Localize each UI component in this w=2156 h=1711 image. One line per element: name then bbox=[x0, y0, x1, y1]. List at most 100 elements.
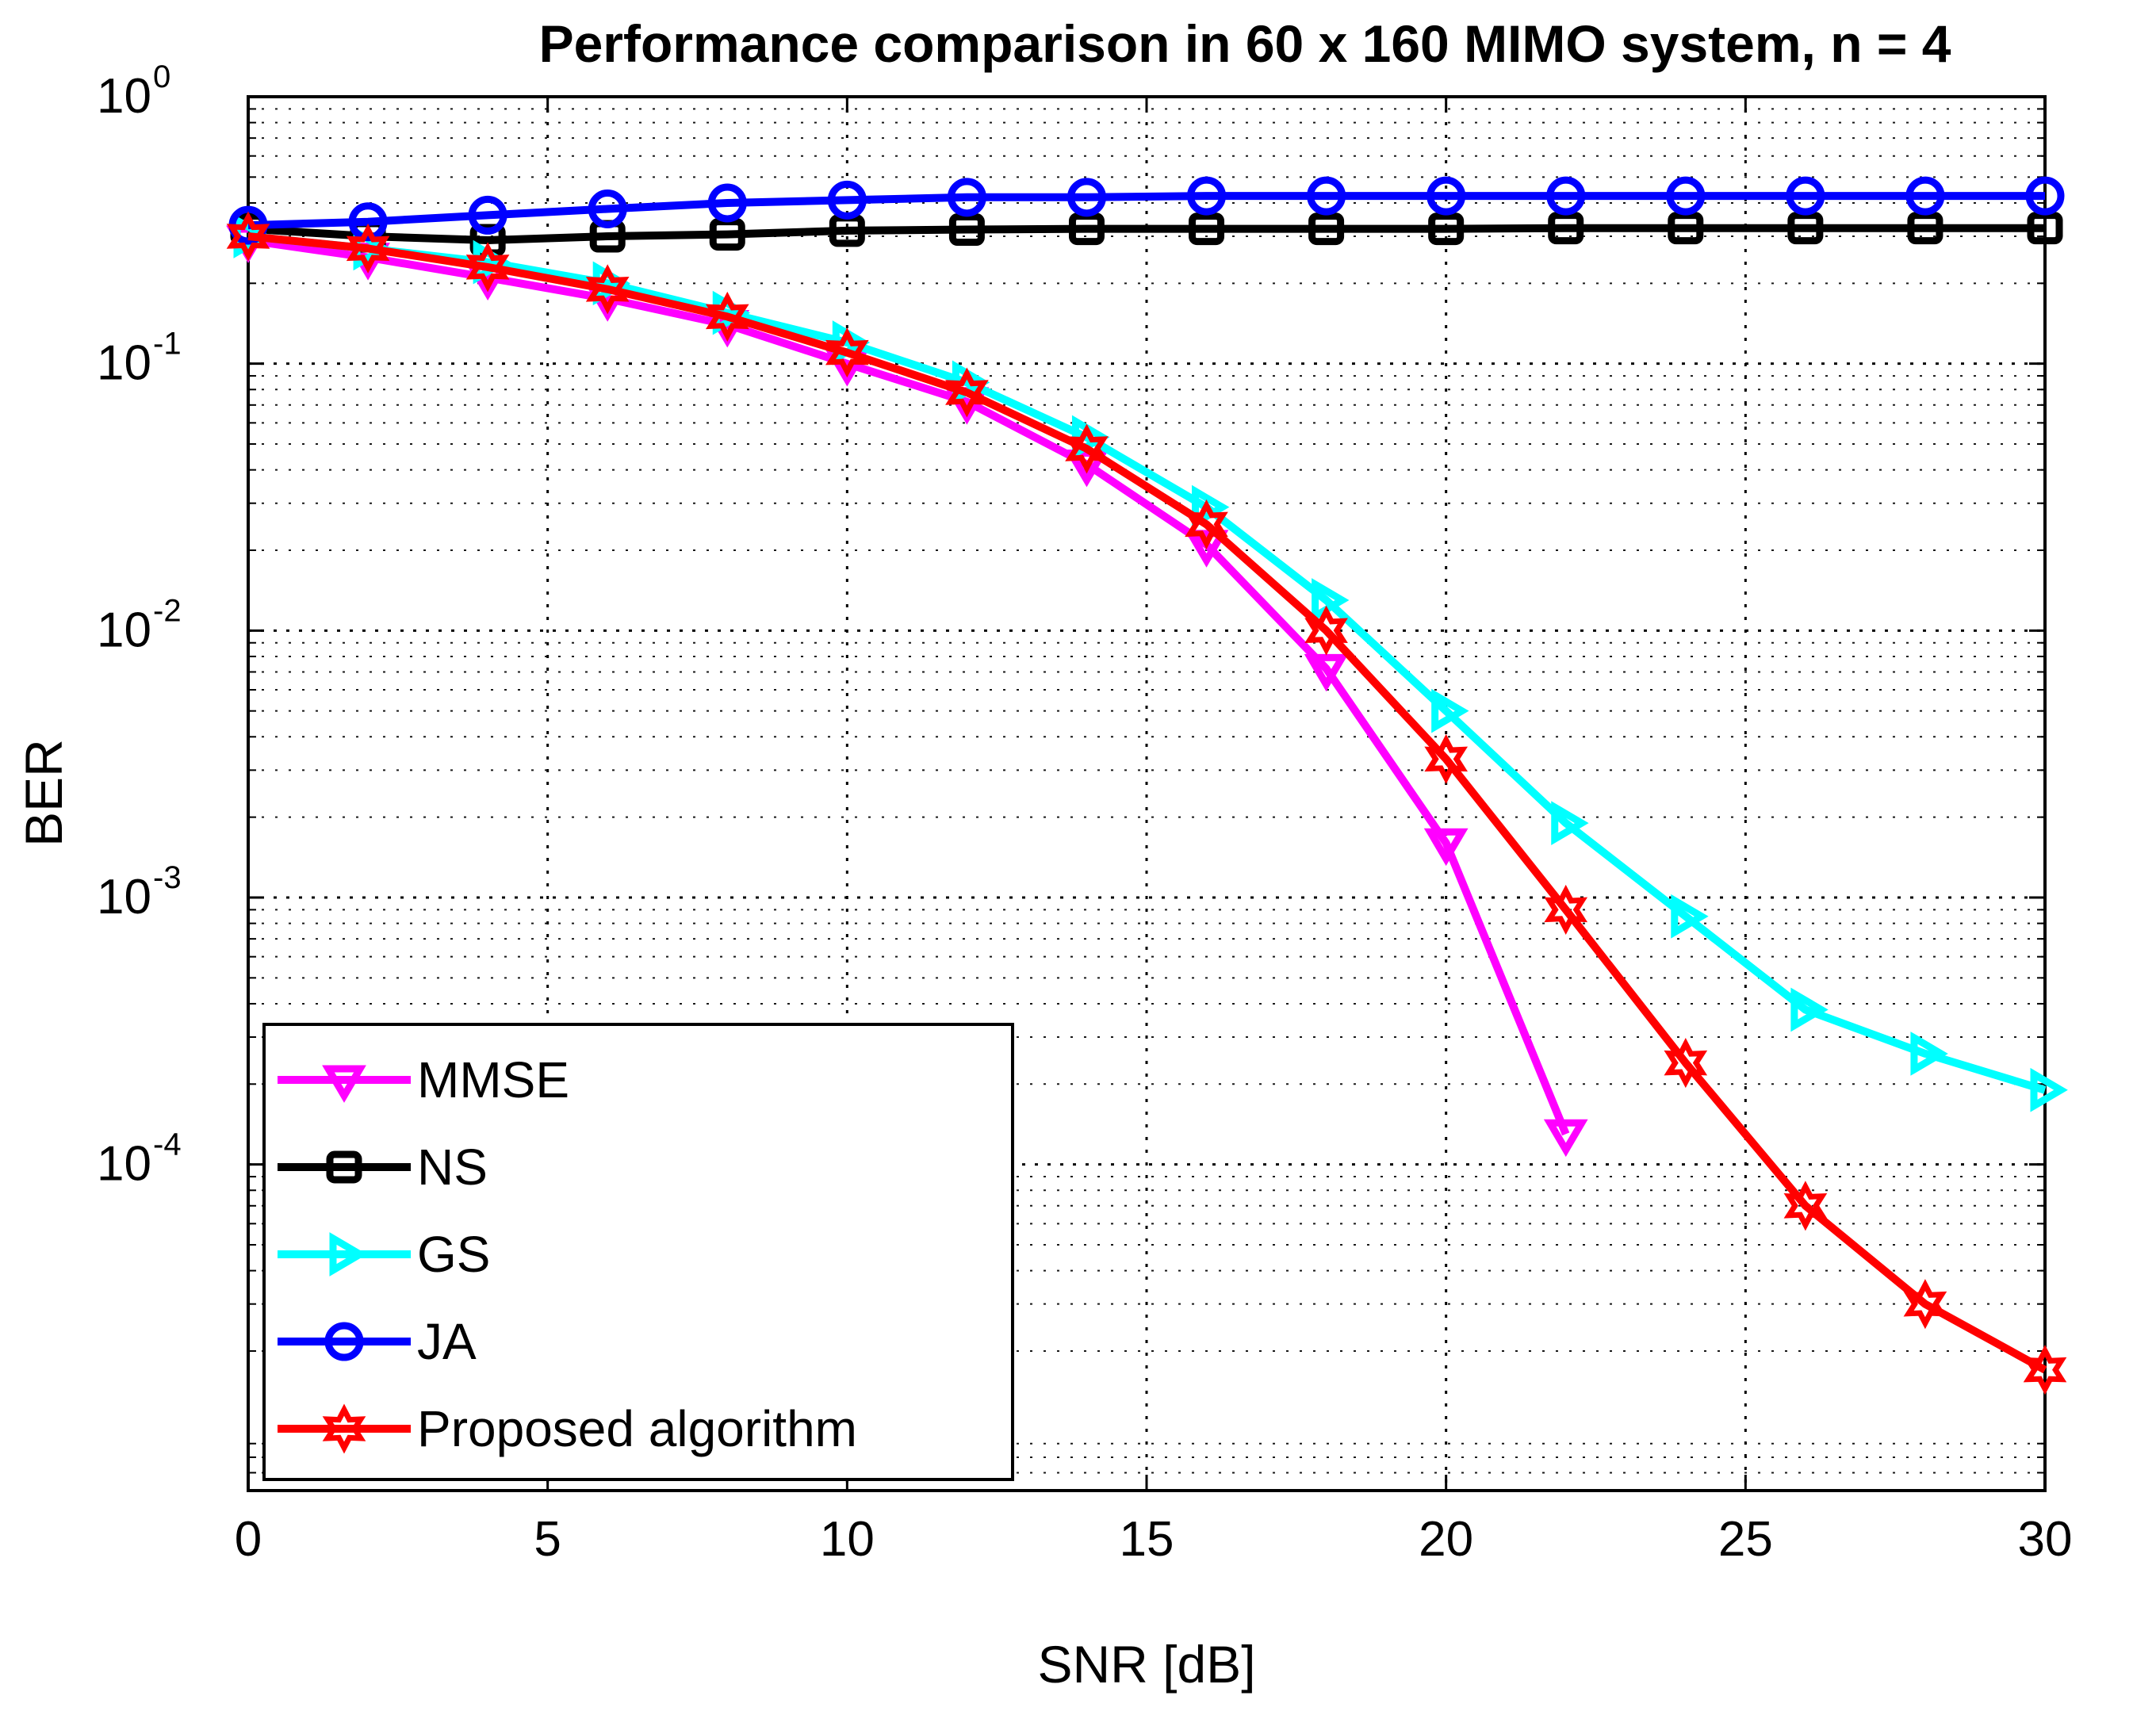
data-point bbox=[1067, 178, 1106, 217]
legend-entry: Proposed algorithm bbox=[278, 1400, 857, 1457]
data-point bbox=[945, 367, 989, 418]
data-point bbox=[465, 242, 510, 293]
data-point bbox=[1308, 212, 1345, 246]
data-point bbox=[588, 189, 627, 228]
data-point bbox=[1312, 578, 1350, 622]
series-line bbox=[247, 232, 2047, 1094]
data-point bbox=[348, 202, 388, 242]
data-point bbox=[1790, 987, 1829, 1032]
series-ja bbox=[228, 176, 2065, 245]
series-line bbox=[247, 236, 1570, 1136]
series-line bbox=[247, 224, 2045, 244]
data-point bbox=[1907, 212, 1943, 245]
data-point bbox=[2025, 176, 2065, 216]
data-point bbox=[1544, 884, 1588, 935]
legend-swatch-marker bbox=[326, 1150, 362, 1184]
legend-label: MMSE bbox=[417, 1051, 569, 1108]
data-point bbox=[1664, 1038, 1708, 1089]
x-tick-label: 20 bbox=[1419, 1512, 1473, 1567]
legend-swatch-marker bbox=[322, 1403, 366, 1454]
data-point bbox=[705, 291, 749, 342]
data-point bbox=[1786, 176, 1825, 216]
data-point bbox=[1185, 499, 1228, 549]
data-point bbox=[1546, 176, 1586, 216]
y-tick-base: 10 bbox=[97, 1137, 151, 1192]
series-ns bbox=[230, 212, 2063, 257]
y-tick-base: 10 bbox=[97, 603, 151, 657]
data-point bbox=[1187, 176, 1227, 216]
legend-entries: MMSE NS GS JA Proposed algorithm bbox=[278, 1051, 857, 1457]
y-axis-label: BER bbox=[14, 739, 73, 847]
y-tick-exponent: 0 bbox=[153, 59, 170, 94]
y-tick-exponent: -3 bbox=[153, 860, 182, 895]
data-point bbox=[1423, 828, 1469, 867]
data-point bbox=[1428, 212, 1465, 246]
legend-label: Proposed algorithm bbox=[417, 1400, 857, 1457]
legend-swatch-marker bbox=[322, 1065, 366, 1103]
grid-layer bbox=[248, 97, 2045, 1491]
data-point bbox=[1666, 176, 1706, 216]
data-point bbox=[468, 195, 507, 235]
y-tick-label: 10 -3 bbox=[97, 860, 182, 924]
series-line bbox=[247, 232, 2047, 1374]
data-point bbox=[1426, 176, 1466, 216]
data-point bbox=[707, 183, 747, 223]
data-point bbox=[226, 211, 270, 262]
x-tick-label: 15 bbox=[1120, 1512, 1174, 1567]
y-tick-label: 10 0 bbox=[97, 59, 170, 124]
data-point bbox=[2023, 1345, 2067, 1395]
legend-label: NS bbox=[417, 1139, 488, 1196]
legend-label: GS bbox=[417, 1226, 490, 1283]
data-point bbox=[1304, 653, 1349, 692]
data-point bbox=[1671, 894, 1709, 939]
y-tick-exponent: -2 bbox=[153, 593, 182, 628]
chart-title: Performance comparison in 60 x 160 MIMO … bbox=[539, 14, 1951, 73]
data-point bbox=[1551, 801, 1589, 846]
x-axis-label: SNR [dB] bbox=[1037, 1635, 1255, 1694]
data-point bbox=[1304, 605, 1348, 656]
data-point bbox=[1668, 212, 1704, 245]
legend-entry: JA bbox=[278, 1313, 477, 1370]
data-point bbox=[1424, 733, 1469, 784]
data-point bbox=[1910, 1032, 1948, 1076]
y-tick-base: 10 bbox=[97, 336, 151, 391]
series-gs bbox=[233, 214, 2068, 1112]
data-point bbox=[1307, 176, 1346, 216]
legend: MMSE NS GS JA Proposed algorithm bbox=[262, 1023, 1014, 1481]
data-point bbox=[948, 213, 985, 247]
data-point bbox=[2030, 1067, 2068, 1112]
data-point bbox=[1184, 530, 1229, 568]
data-point bbox=[1548, 212, 1584, 245]
x-tick-label: 30 bbox=[2018, 1512, 2073, 1567]
legend-entry: MMSE bbox=[278, 1051, 569, 1108]
x-tick-label: 10 bbox=[820, 1512, 875, 1567]
legend-swatch-marker bbox=[324, 1322, 364, 1361]
y-tick-label: 10 -4 bbox=[97, 1127, 182, 1192]
data-point bbox=[585, 264, 630, 315]
data-point bbox=[947, 178, 986, 217]
data-point bbox=[1543, 1119, 1588, 1158]
data-point bbox=[825, 327, 869, 378]
y-tick-base: 10 bbox=[97, 69, 151, 124]
data-point bbox=[1065, 423, 1109, 474]
legend-entry: GS bbox=[278, 1226, 490, 1283]
data-point bbox=[1431, 688, 1469, 733]
y-tick-label: 10 -2 bbox=[97, 593, 182, 657]
series-layer bbox=[226, 176, 2068, 1395]
x-tick-label: 25 bbox=[1718, 1512, 1773, 1567]
legend-swatch-marker bbox=[329, 1232, 367, 1277]
data-point bbox=[346, 223, 390, 274]
series-line bbox=[247, 192, 2045, 230]
data-point bbox=[1903, 1279, 1947, 1330]
y-tick-label: 10 -1 bbox=[97, 327, 182, 391]
data-point bbox=[1783, 1181, 1828, 1231]
data-point bbox=[2027, 212, 2063, 245]
y-tick-exponent: -1 bbox=[153, 327, 182, 362]
data-point bbox=[1189, 212, 1225, 246]
series-proposed-algorithm bbox=[226, 211, 2067, 1395]
data-point bbox=[827, 180, 867, 220]
legend-entry: NS bbox=[278, 1139, 488, 1196]
data-point bbox=[1905, 176, 1945, 216]
x-tick-label: 0 bbox=[235, 1512, 262, 1567]
